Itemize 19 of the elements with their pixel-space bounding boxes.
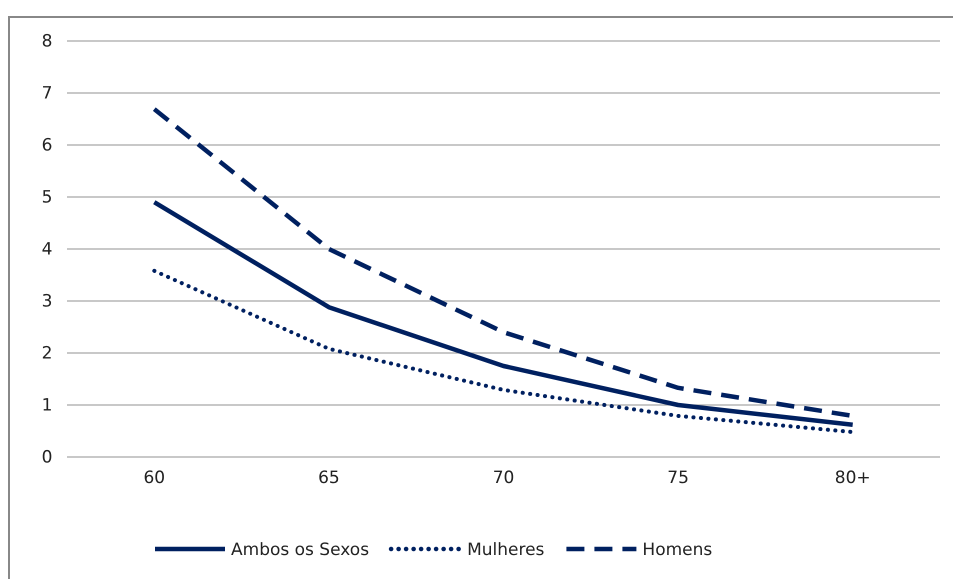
- legend-label: Homens: [642, 540, 712, 560]
- x-tick-label: 75: [667, 468, 689, 488]
- y-tick-label: 8: [42, 31, 52, 52]
- legend-label: Ambos os Sexos: [231, 540, 370, 560]
- y-tick-label: 7: [42, 83, 52, 104]
- line-series: [152, 200, 855, 428]
- y-tick-label: 3: [42, 291, 52, 312]
- y-tick-label: 4: [42, 239, 52, 260]
- x-tick-label: 60: [143, 468, 166, 488]
- x-tick-label: 65: [318, 468, 340, 488]
- y-tick-label: 5: [42, 187, 52, 208]
- y-tick-label: 2: [42, 343, 52, 364]
- y-tick-label: 0: [42, 447, 52, 468]
- legend-label: Mulheres: [467, 540, 545, 560]
- x-tick-label: 70: [492, 468, 514, 488]
- x-tick-label: 80+: [834, 468, 871, 488]
- y-tick-label: 1: [42, 395, 52, 416]
- line-series: [152, 268, 855, 434]
- y-tick-label: 6: [42, 135, 52, 156]
